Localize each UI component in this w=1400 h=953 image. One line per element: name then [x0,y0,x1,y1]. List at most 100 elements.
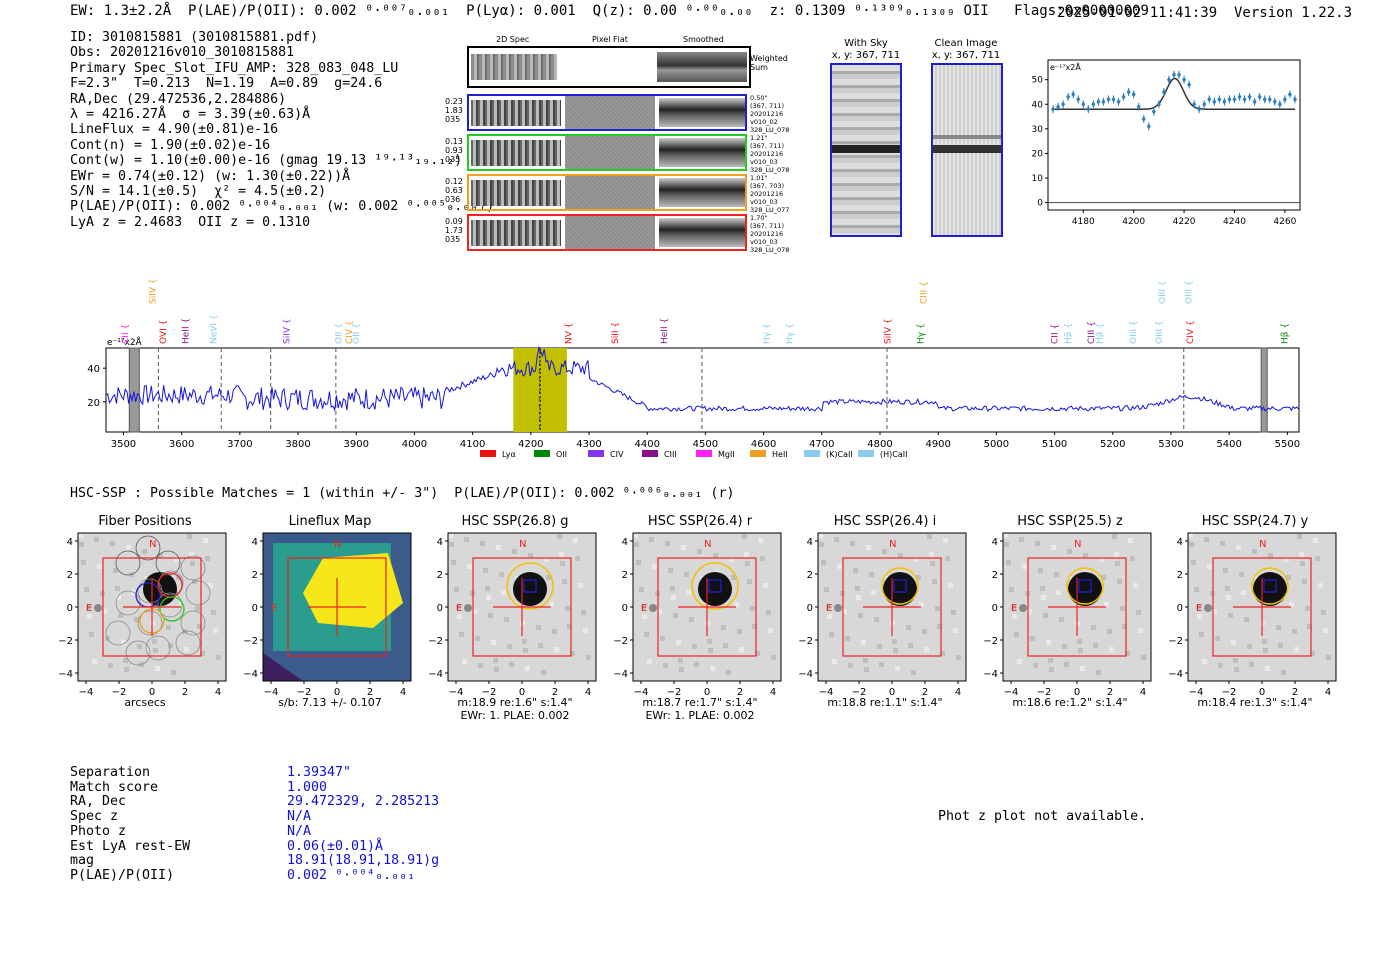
noise-pixel [1241,590,1246,595]
noise-pixel [760,556,765,561]
y-tick-label: −2 [58,636,73,647]
noise-pixel [1011,605,1016,610]
x-tick-label: 4600 [751,439,776,450]
source-blob [883,572,917,606]
row-right-value: v010_03 [750,158,778,166]
noise-pixel [512,549,517,554]
x-tick-label: 5200 [1100,439,1125,450]
noise-pixel [937,624,942,629]
row-left-value: 035 [445,155,461,164]
stamp-image [565,176,655,209]
noise-pixel [457,614,462,619]
noise-pixel [689,617,694,622]
legend-label: (K)CaII [826,450,853,459]
panel-caption-secondary: EWr: 1. PLAE: 0.002 [645,709,755,722]
emission-line-label: CIII { [920,281,930,304]
x-tick-label: 3600 [169,439,194,450]
stamp-image [471,220,561,246]
noise-pixel [1104,602,1109,607]
fiber-circle [180,610,206,636]
noise-pixel [499,572,504,577]
image-panel: N E 4 2 0 −2 −4 −4 −2 0 2 4 [243,532,412,698]
source-blob [513,572,547,606]
noise-pixel [1046,640,1051,645]
noise-pixel [501,590,506,595]
noise-pixel [1281,670,1286,675]
noise-pixel [1049,667,1054,672]
noise-pixel [850,541,855,546]
data-point [1096,98,1101,105]
noise-pixel [123,658,128,663]
row-right-value: 1.01" [750,174,768,182]
row-left-value: 0.23 [445,97,463,106]
x-tick-label: 4000 [402,439,427,450]
y-tick-label: 2 [437,570,443,581]
noise-pixel [1307,624,1312,629]
emission-line-label: OIII { [1129,320,1139,344]
noise-pixel [874,617,879,622]
catalog-marker [893,579,907,593]
noise-pixel [863,658,868,663]
noise-pixel [742,534,747,539]
noise-pixel [930,561,935,566]
row-right-value: 328_LU_078 [750,246,790,254]
info-line: P(LAE)/P(OII): 0.002 ⁰·⁰⁰⁴₀.₀₀₁ (w: 0.00… [70,199,495,215]
noise-pixel [176,575,181,580]
data-point [1146,123,1151,130]
noise-pixel [92,659,97,664]
noise-pixel [504,617,509,622]
data-point [1262,96,1267,103]
info-line: Cont(n) = 1.90(±0.02)e-16 [70,137,271,153]
y-tick-label: 4 [437,537,443,548]
info-line: LineFlux = 4.90(±0.81)e-16 [70,122,279,138]
noise-pixel [734,602,739,607]
noise-pixel [1286,575,1291,580]
noise-pixel [1236,545,1241,550]
noise-pixel [464,537,469,542]
noise-pixel [575,556,580,561]
weighted-sum-box [467,46,751,88]
faint-source [464,604,472,612]
data-point [1227,96,1232,103]
fiber-circle [157,592,183,618]
noise-pixel [1315,556,1320,561]
noise-pixel [824,587,829,592]
east-label: E [826,603,832,614]
noise-pixel [924,647,929,652]
emission-line-label: OVI { [159,320,169,344]
panel-caption: m:18.8 re:1.1" s:1.4" [827,696,943,709]
emission-line-label: OIII { [1158,280,1168,304]
stamp-image [471,140,561,166]
info-line: λ = 4216.27Å σ = 3.39(±0.63)Å [70,107,311,123]
with-sky-coords: x, y: 367, 711 [831,50,901,61]
x-tick-label: 4180 [1072,217,1095,227]
info-line: EWr = 0.74(±0.12) (w: 1.30(±0.22))Å [70,168,351,184]
noise-pixel [205,556,210,561]
noise-pixel [713,553,718,558]
noise-pixel [940,651,945,656]
emission-line-label: HeII { [182,318,192,344]
y-tick-label: −4 [983,669,998,680]
y-tick-label: 40 [1032,100,1044,110]
x-tick-label: 4220 [1173,217,1196,227]
search-box [287,557,387,657]
aperture-circle [1066,567,1104,605]
stamp-image [659,218,745,247]
emission-line-label: OII { [335,323,345,344]
data-point [1257,93,1262,100]
noise-pixel [639,587,644,592]
legend-swatch [642,450,658,457]
noise-pixel [858,613,863,618]
noise-pixel [142,549,147,554]
noise-pixel [744,552,749,557]
panel-caption-secondary: EWr: 1. PLAE: 0.002 [460,709,570,722]
label-mag: mag [70,853,95,869]
data-point [1056,103,1061,110]
noise-pixel [1247,644,1252,649]
x-tick-label: 5500 [1275,439,1300,450]
line-fit-plot: 50 40 30 20 10 0 4180 4200 4220 4240 4260 e⁻¹⁷x2Å [1032,59,1301,227]
y-tick-label: 40 [87,364,100,375]
x-tick-label: 4700 [809,439,834,450]
emission-line-label: OII { [352,323,362,344]
value-plae: 0.002 ⁰·⁰⁰⁴₀.₀₀₁ [287,867,416,883]
